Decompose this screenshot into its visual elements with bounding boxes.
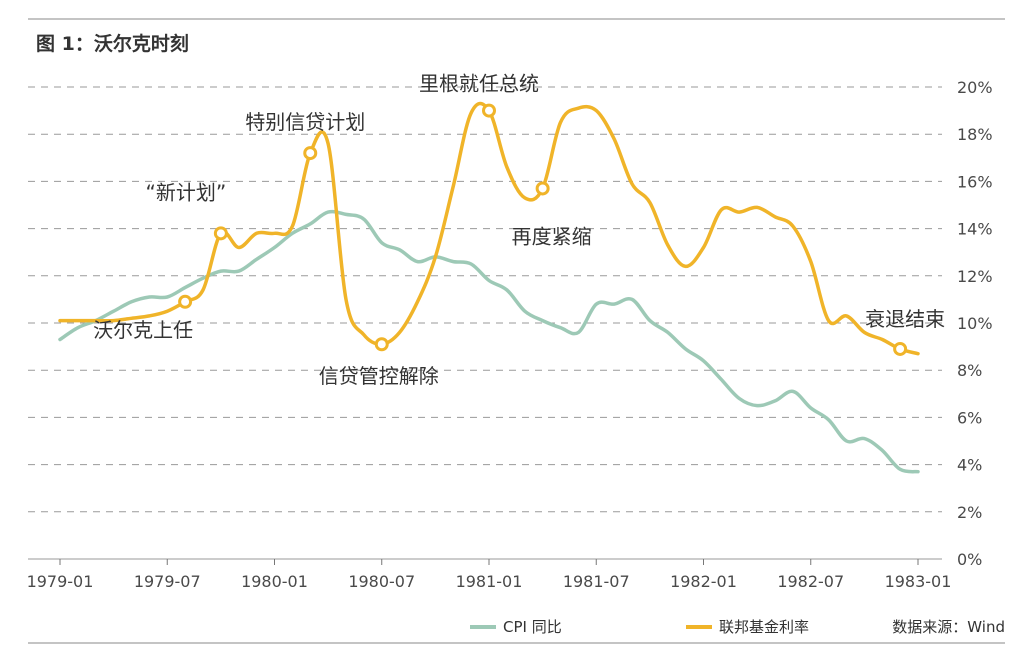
annotation-label: 再度紧缩	[512, 224, 592, 248]
x-tick-label: 1980-01	[241, 572, 308, 591]
fed-funds-line	[58, 101, 920, 356]
event-marker	[303, 146, 318, 161]
x-tick-label: 1979-01	[27, 572, 94, 591]
chart-title: 图 1：沃尔克时刻	[36, 32, 189, 55]
x-axis: 1979-01 1979-07 1980-01 1980-07 1981-01 1981-…	[27, 559, 952, 591]
annotation-label: 衰退结束	[865, 307, 945, 331]
annotation-label: 里根就任总统	[419, 72, 539, 96]
x-tick-label: 1980-07	[348, 572, 415, 591]
event-marker	[178, 294, 193, 309]
x-tick-label: 1982-01	[670, 572, 737, 591]
event-marker	[213, 226, 228, 241]
legend-label: CPI 同比	[503, 618, 562, 636]
x-tick-label: 1979-07	[134, 572, 201, 591]
y-tick-label: 6%	[957, 408, 982, 427]
legend: CPI 同比 联邦基金利率	[470, 618, 809, 636]
x-tick-label: 1981-01	[456, 572, 523, 591]
y-tick-label: 2%	[957, 503, 982, 522]
y-tick-label: 14%	[957, 220, 993, 239]
y-tick-label: 0%	[957, 550, 982, 569]
series-lines	[58, 101, 920, 474]
y-tick-label: 16%	[957, 172, 993, 191]
x-tick-label: 1983-01	[885, 572, 952, 591]
legend-label: 联邦基金利率	[719, 618, 809, 636]
event-marker	[893, 341, 908, 356]
annotation-label: 信贷管控解除	[319, 364, 439, 388]
y-tick-label: 20%	[957, 78, 993, 97]
x-tick-label: 1982-07	[777, 572, 844, 591]
cpi-line	[58, 209, 920, 474]
y-tick-label: 8%	[957, 361, 982, 380]
y-axis-labels: 0% 2% 4% 6% 8% 10% 12% 14% 16% 18% 20%	[957, 78, 993, 569]
y-tick-label: 12%	[957, 267, 993, 286]
annotation-label: 特别信贷计划	[245, 110, 365, 134]
event-marker	[535, 181, 550, 196]
y-tick-label: 18%	[957, 125, 993, 144]
x-tick-label: 1981-07	[563, 572, 630, 591]
event-marker	[482, 103, 496, 118]
event-markers	[178, 103, 908, 356]
y-tick-label: 10%	[957, 314, 993, 333]
event-marker	[374, 337, 389, 352]
source-note: 数据来源：Wind	[892, 618, 1005, 636]
annotation-label: “新计划”	[146, 180, 227, 204]
y-tick-label: 4%	[957, 456, 982, 475]
annotation-label: 沃尔克上任	[93, 318, 193, 342]
